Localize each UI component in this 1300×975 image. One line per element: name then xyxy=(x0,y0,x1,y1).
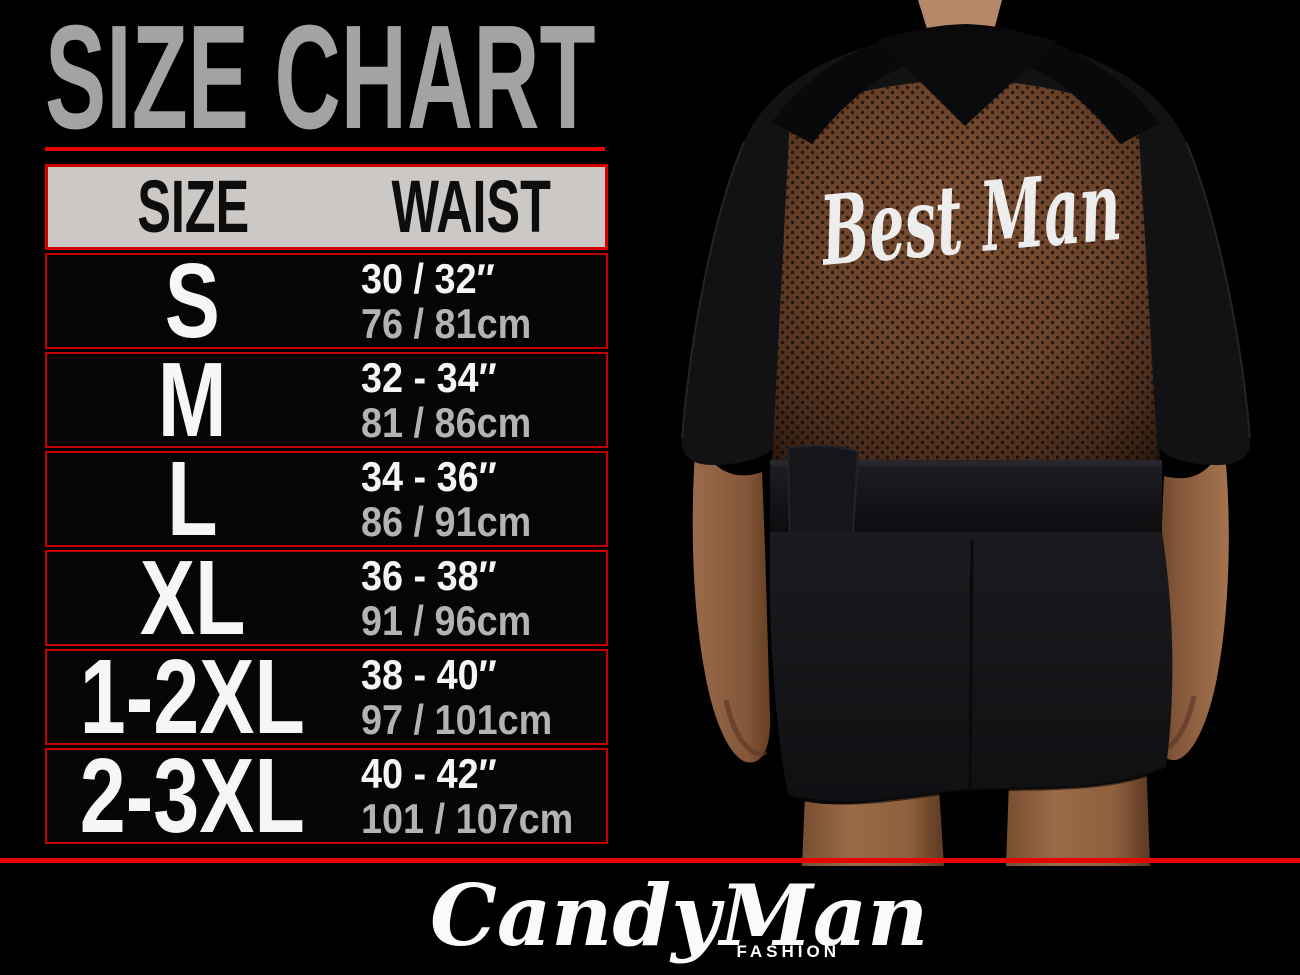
size-table: SIZE WAIST S 30 / 32″ 76 / 81cm M 32 - 3… xyxy=(45,164,608,855)
table-row: 2-3XL 40 - 42″ 101 / 107cm xyxy=(45,737,608,855)
waist-cell: 32 - 34″ 81 / 86cm xyxy=(338,354,606,446)
size-cell: 2-3XL xyxy=(47,737,338,855)
size-cell: L xyxy=(47,440,338,558)
garment-text: Best Man xyxy=(815,149,1125,288)
waist-centimeters: 91 / 96cm xyxy=(360,597,531,644)
model-right-arm xyxy=(1153,442,1229,761)
page-title: SIZE CHART xyxy=(45,0,665,160)
table-row: L 34 - 36″ 86 / 91cm xyxy=(45,440,608,558)
size-value: 1-2XL xyxy=(79,638,305,756)
waist-centimeters: 86 / 91cm xyxy=(360,498,531,545)
waist-cell: 38 - 40″ 97 / 101cm xyxy=(338,651,606,743)
mesh-dot-texture xyxy=(772,80,1158,464)
model-left-arm xyxy=(692,438,771,763)
waist-cell: 34 - 36″ 86 / 91cm xyxy=(338,453,606,545)
header-cell-waist: WAIST xyxy=(338,167,605,247)
size-cell: M xyxy=(47,341,338,459)
waist-centimeters: 97 / 101cm xyxy=(360,696,552,743)
robe-collar xyxy=(772,24,1160,144)
page-title-text: SIZE CHART xyxy=(45,0,596,160)
waist-cell: 36 - 38″ 91 / 96cm xyxy=(338,552,606,644)
table-header-row: SIZE WAIST xyxy=(45,164,608,250)
waist-inches: 38 - 40″ xyxy=(360,651,497,698)
header-size-label: SIZE xyxy=(136,165,249,248)
brand-sub-label: FASHION xyxy=(736,942,840,961)
title-underline xyxy=(45,147,605,151)
robe-collar-v xyxy=(878,29,1056,127)
waist-inches: 32 - 34″ xyxy=(360,354,497,401)
table-row: XL 36 - 38″ 91 / 96cm xyxy=(45,539,608,657)
size-value: 2-3XL xyxy=(79,737,305,855)
waist-centimeters: 81 / 86cm xyxy=(360,399,531,446)
bottom-divider-line xyxy=(0,858,1300,863)
table-row: S 30 / 32″ 76 / 81cm xyxy=(45,242,608,360)
size-value: S xyxy=(164,242,220,360)
waist-cell: 40 - 42″ 101 / 107cm xyxy=(338,750,606,842)
waist-inches: 36 - 38″ xyxy=(360,552,497,599)
skirt-hem-shadow xyxy=(787,766,1167,805)
right-sleeve-highlight xyxy=(1185,141,1251,439)
waist-inches: 34 - 36″ xyxy=(360,453,497,500)
table-row: 1-2XL 38 - 40″ 97 / 101cm xyxy=(45,638,608,756)
table-row: M 32 - 34″ 81 / 86cm xyxy=(45,341,608,459)
waist-inches: 30 / 32″ xyxy=(360,255,495,302)
size-cell: S xyxy=(47,242,338,360)
size-cell: 1-2XL xyxy=(47,638,338,756)
size-value: L xyxy=(167,440,218,558)
model-photo: Best Man xyxy=(681,0,1251,866)
waist-cell: 30 / 32″ 76 / 81cm xyxy=(338,255,606,347)
waist-inches: 40 - 42″ xyxy=(360,750,497,797)
robe-belt-highlight xyxy=(770,460,1162,466)
model-left-hand-crease xyxy=(723,699,768,757)
waist-centimeters: 101 / 107cm xyxy=(360,795,573,842)
left-sleeve-highlight xyxy=(681,141,745,439)
size-cell: XL xyxy=(47,539,338,657)
brand-footer: CandyMan FASHION xyxy=(430,866,929,972)
skirt-center-seam xyxy=(968,539,974,793)
waist-centimeters: 76 / 81cm xyxy=(360,300,531,347)
size-value: M xyxy=(157,341,227,459)
size-value: XL xyxy=(139,539,246,657)
header-waist-label: WAIST xyxy=(391,165,551,248)
header-cell-size: SIZE xyxy=(48,167,338,247)
brand-logo: CandyMan xyxy=(430,866,929,965)
